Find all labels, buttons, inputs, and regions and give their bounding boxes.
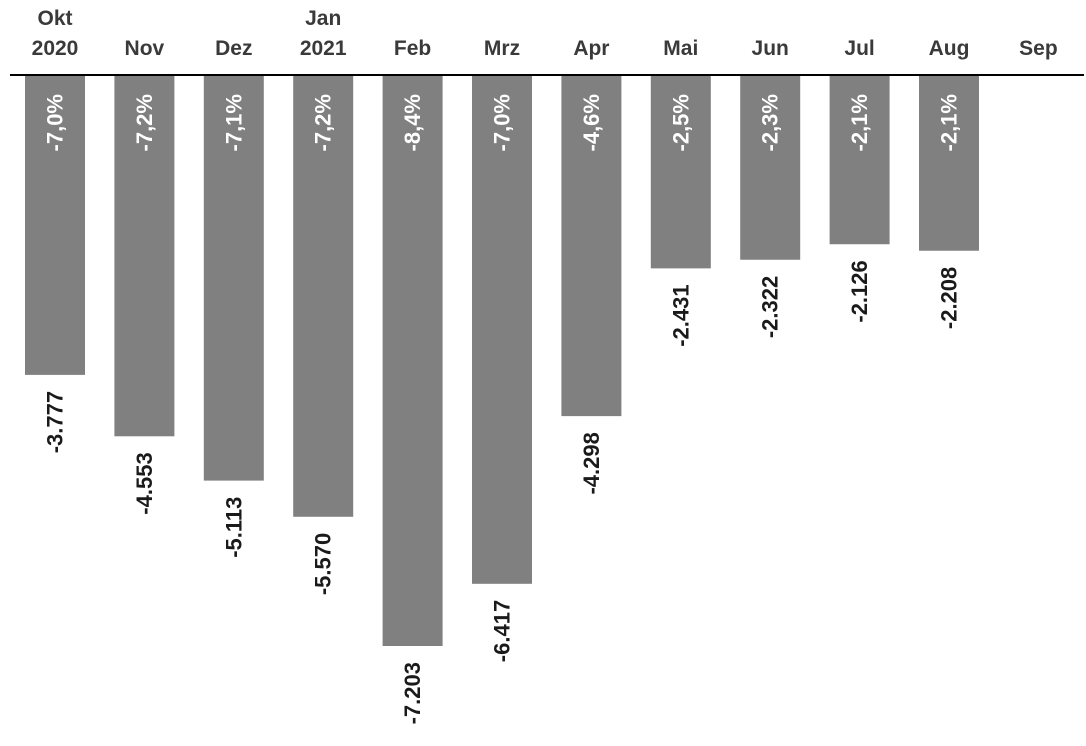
category-label: Feb bbox=[394, 37, 431, 60]
bar bbox=[829, 76, 890, 245]
bar bbox=[561, 76, 622, 417]
bar bbox=[382, 76, 443, 646]
category-label: Dez bbox=[215, 37, 252, 60]
bars bbox=[25, 76, 979, 646]
bar bbox=[919, 76, 979, 251]
category-label: Jun bbox=[752, 37, 789, 60]
value-label: -2.126 bbox=[847, 260, 872, 322]
bar bbox=[293, 76, 354, 517]
value-label: -4.298 bbox=[579, 432, 604, 494]
category-label: Aug bbox=[929, 37, 970, 60]
percent-label: -7,0% bbox=[490, 94, 515, 151]
bar bbox=[203, 76, 264, 481]
percent-label: -7,1% bbox=[221, 94, 246, 151]
percent-label: -2,1% bbox=[847, 94, 872, 151]
value-label: -5.570 bbox=[311, 533, 336, 595]
bar bbox=[472, 76, 532, 584]
category-label: Mrz bbox=[484, 37, 520, 60]
bar bbox=[650, 76, 711, 269]
percent-label: -8,4% bbox=[400, 94, 425, 151]
category-label: Mai bbox=[663, 37, 698, 60]
value-label: -5.113 bbox=[221, 497, 246, 558]
value-label: -2.322 bbox=[758, 276, 783, 338]
percent-label: -4,6% bbox=[579, 94, 604, 151]
bar bbox=[740, 76, 801, 260]
percent-labels: -7,0% -7,2% -7,1% -7,2% -8,4% -7,0% -4,6% -2,5%… bbox=[43, 94, 962, 151]
category-label: Jul bbox=[844, 37, 874, 60]
value-label: -3.777 bbox=[43, 391, 68, 453]
bar bbox=[25, 76, 85, 375]
percent-label: -2,1% bbox=[937, 94, 962, 151]
value-label: -4.553 bbox=[132, 452, 157, 514]
percent-label: -2,5% bbox=[668, 94, 693, 151]
value-label: -2.431 bbox=[668, 284, 693, 346]
category-labels: Okt 2020 Nov Dez Jan 2021 Feb Mrz Apr Mai Jun Jul Au… bbox=[32, 7, 1058, 60]
value-labels: -3.777 -4.553 -5.113 -5.570 -7.203 -6.417 -4.2… bbox=[43, 260, 962, 724]
value-label: -6.417 bbox=[490, 600, 515, 662]
category-label: Nov bbox=[125, 37, 165, 60]
bar bbox=[114, 76, 175, 437]
percent-label: -7,2% bbox=[132, 94, 157, 151]
category-label: Jan 2021 bbox=[300, 7, 347, 60]
category-label: Sep bbox=[1019, 37, 1058, 60]
value-label: -2.208 bbox=[937, 267, 962, 329]
category-label: Okt 2020 bbox=[32, 7, 79, 60]
value-label: -7.203 bbox=[400, 662, 425, 724]
category-label: Apr bbox=[573, 37, 609, 60]
percent-label: -7,0% bbox=[43, 94, 68, 151]
percent-label: -7,2% bbox=[311, 94, 336, 151]
percent-label: -2,3% bbox=[758, 94, 783, 151]
